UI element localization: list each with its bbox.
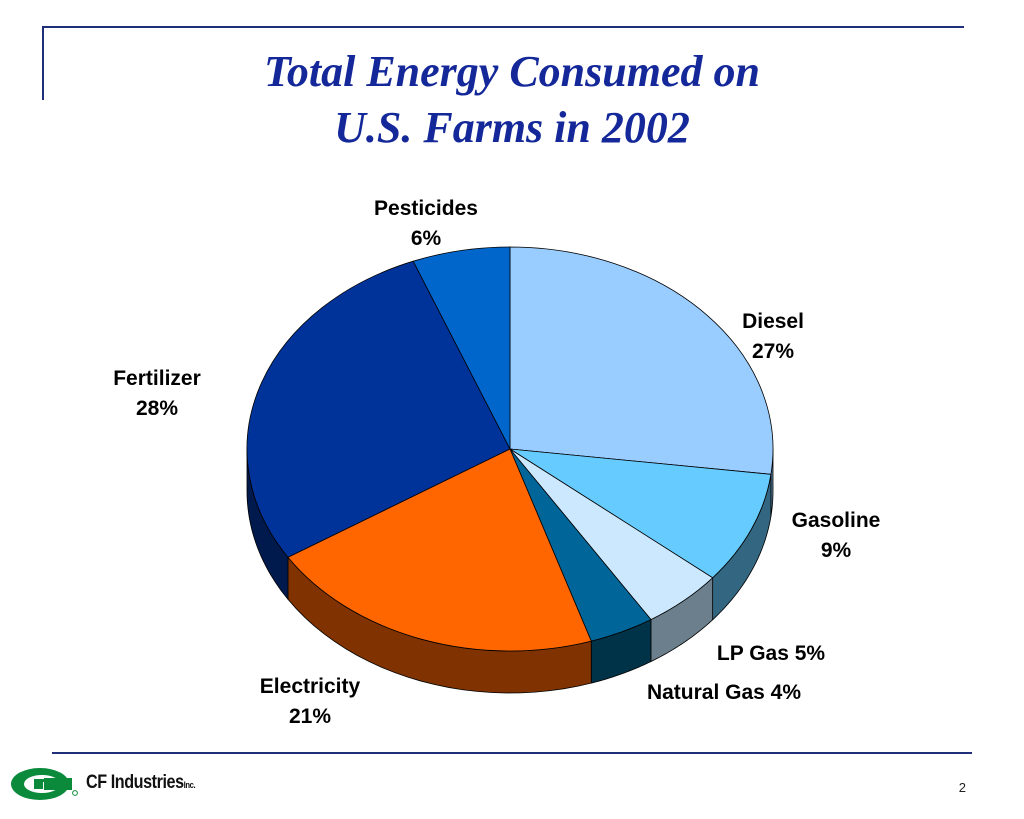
pie-sides bbox=[246, 448, 774, 694]
title-line-1: Total Energy Consumed on bbox=[264, 47, 760, 96]
slice-label-electricity: Electricity 21% bbox=[260, 675, 361, 728]
page-number: 2 bbox=[958, 780, 966, 795]
slice-label-gasoline: Gasoline 9% bbox=[792, 509, 881, 562]
slice-label-diesel: Diesel 27% bbox=[742, 310, 804, 363]
frame-top-rule bbox=[42, 26, 964, 28]
title-line-2: U.S. Farms in 2002 bbox=[334, 103, 690, 152]
slice-label-fertilizer: Fertilizer 28% bbox=[113, 367, 201, 420]
pie-labels: Diesel 27% Gasoline 9% LP Gas 5% Natural G… bbox=[113, 197, 880, 728]
pie-slices bbox=[246, 246, 774, 652]
slice-diesel bbox=[509, 246, 774, 475]
slice-pesticides bbox=[412, 246, 511, 450]
slice-fertilizer bbox=[246, 260, 511, 558]
cf-logo-icon bbox=[11, 768, 78, 800]
slice-label-lp-gas: LP Gas 5% bbox=[717, 642, 825, 665]
slide-title: Total Energy Consumed on U.S. Farms in 2… bbox=[0, 44, 1024, 156]
slice-label-pesticides: Pesticides 6% bbox=[374, 197, 478, 250]
frame-bottom-rule bbox=[52, 752, 972, 754]
slice-gasoline bbox=[509, 448, 772, 579]
slice-label-natural-gas: Natural Gas 4% bbox=[647, 681, 801, 704]
frame-left-rule bbox=[42, 26, 44, 100]
slice-electricity bbox=[287, 448, 592, 652]
company-logo-text: CF IndustriesInc. bbox=[86, 772, 196, 793]
